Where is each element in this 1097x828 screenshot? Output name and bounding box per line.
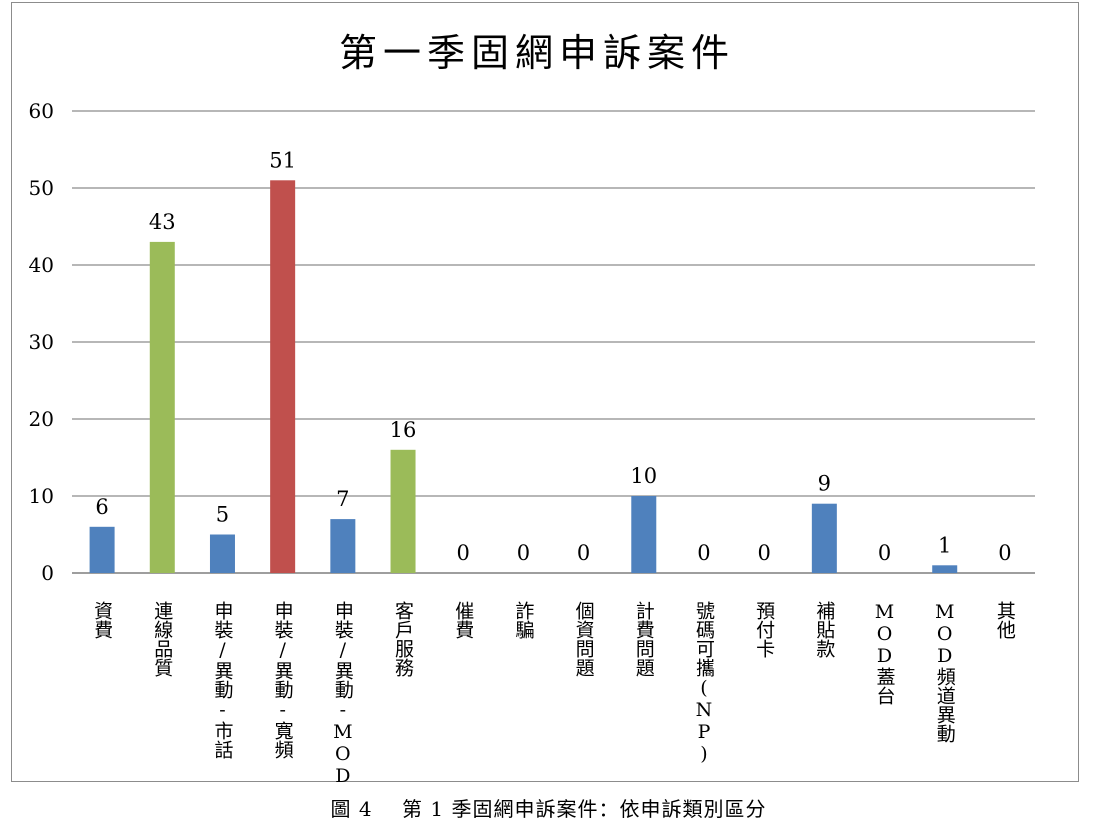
figure-caption: 圖 4 第 1 季固網申訴案件：依申訴類別區分 xyxy=(330,797,767,821)
bar xyxy=(330,519,356,573)
bar-value-label: 0 xyxy=(878,541,891,565)
bar xyxy=(811,503,837,573)
bar-value-label: 0 xyxy=(757,541,770,565)
x-category-label: 客戶服務 xyxy=(392,601,414,678)
bar-value-label: 1 xyxy=(938,533,951,557)
category-labels: 資費 連線品質 申裝/異動-市話 申裝/異動-寬頻 申裝/異動-MOD 客戶服務 催費 詐騙個… xyxy=(91,601,1016,787)
x-category-label: 催費 xyxy=(452,601,474,639)
bar-value-label: 0 xyxy=(697,541,710,565)
bar xyxy=(270,180,296,574)
bar-value-label: 0 xyxy=(457,541,470,565)
y-tick-label: 60 xyxy=(29,99,54,123)
x-category-label: 計費問題 xyxy=(633,601,655,677)
x-category-label: 補貼款 xyxy=(813,601,835,659)
x-category-label: 預付卡 xyxy=(753,601,775,658)
bar-value-label: 7 xyxy=(336,487,349,511)
bar xyxy=(209,534,235,573)
y-tick-label: 0 xyxy=(41,561,54,585)
y-tick-label: 30 xyxy=(29,330,54,354)
bar xyxy=(390,449,416,573)
x-category-label: 資費 xyxy=(91,601,113,639)
bars xyxy=(89,180,958,574)
y-axis-ticks: 0 10 20 30 40 50 60 xyxy=(29,99,54,585)
y-tick-label: 50 xyxy=(29,176,54,200)
bar-value-label: 51 xyxy=(269,148,296,172)
bar-value-label: 0 xyxy=(998,541,1011,565)
bar xyxy=(89,526,115,573)
bar-value-label: 5 xyxy=(216,503,229,527)
x-category-label: 申裝/異動-市話 xyxy=(211,601,233,759)
x-category-label: 申裝/異動-MOD xyxy=(332,601,354,787)
y-tick-label: 20 xyxy=(29,407,54,431)
bar xyxy=(149,241,175,573)
bar-value-label: 43 xyxy=(149,210,176,234)
chart-frame xyxy=(11,2,1079,782)
chart-title: 第一季固網申訴案件 xyxy=(339,31,735,75)
bar-value-label: 6 xyxy=(95,495,108,519)
bar-value-label: 9 xyxy=(818,472,831,496)
x-category-label: MOD蓋台 xyxy=(874,601,896,705)
gridlines xyxy=(72,110,1035,574)
x-category-label: MOD頻道異動 xyxy=(934,601,956,743)
bar-value-label: 10 xyxy=(630,464,657,488)
bar-value-label: 0 xyxy=(517,541,530,565)
x-category-label: 號碼可攜(NP) xyxy=(693,601,715,765)
x-category-label: 個資問題 xyxy=(573,601,595,677)
x-category-label: 連線品質 xyxy=(151,601,173,677)
x-category-label: 其他 xyxy=(994,601,1016,639)
y-tick-label: 10 xyxy=(29,484,54,508)
bar xyxy=(932,565,958,573)
bar-value-label: 16 xyxy=(390,418,417,442)
bar xyxy=(631,496,657,573)
x-category-label: 申裝/異動-寬頻 xyxy=(272,601,294,759)
bar-value-label: 0 xyxy=(577,541,590,565)
x-category-label: 詐騙 xyxy=(512,601,534,640)
y-tick-label: 40 xyxy=(29,253,54,277)
